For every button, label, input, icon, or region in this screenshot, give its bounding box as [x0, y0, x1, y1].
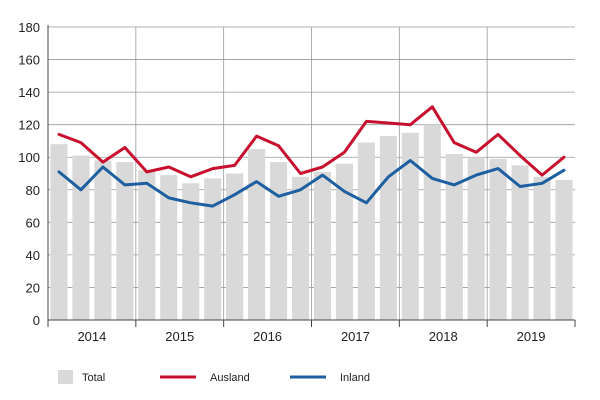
bar-total	[226, 173, 244, 320]
y-tick-label: 120	[18, 118, 40, 133]
x-tick-label: 2018	[429, 329, 458, 344]
bar-total	[357, 142, 375, 320]
y-tick-label: 180	[18, 20, 40, 35]
y-tick-label: 100	[18, 150, 40, 165]
bar-total	[467, 157, 485, 320]
bar-total	[533, 176, 551, 320]
y-tick-label: 80	[26, 183, 40, 198]
y-tick-labels: 0 20 40 60 80 100 120 140 160 180	[18, 20, 40, 328]
total-bars	[50, 124, 573, 321]
legend-label-inland: Inland	[340, 372, 370, 384]
bar-total	[291, 176, 310, 320]
y-tick-label: 20	[26, 280, 40, 295]
bar-total	[138, 170, 156, 320]
bar-total	[511, 165, 529, 320]
y-tick-label: 0	[33, 313, 40, 328]
bar-total	[182, 183, 200, 320]
bar-total	[116, 162, 134, 320]
bar-total	[379, 136, 397, 320]
legend: Total Ausland Inland	[58, 370, 370, 384]
series-lines	[57, 105, 566, 208]
bar-total	[94, 160, 112, 320]
bar-total	[248, 149, 266, 320]
x-tick-label: 2014	[77, 329, 106, 344]
bar-total	[313, 171, 332, 320]
x-tick-labels: 2014 2015 2016 2017 2018 2019	[77, 329, 545, 344]
legend-label-total: Total	[82, 372, 105, 384]
gridlines	[48, 26, 575, 320]
y-tick-label: 160	[18, 53, 40, 68]
bar-total	[335, 163, 354, 320]
line-inland	[57, 159, 566, 208]
x-tick-label: 2019	[517, 329, 546, 344]
axes	[47, 25, 576, 327]
line-ausland	[57, 105, 566, 179]
x-tick-label: 2016	[253, 329, 282, 344]
bar-total	[72, 155, 90, 320]
x-tick-label: 2017	[341, 329, 370, 344]
bar-total	[50, 144, 68, 320]
legend-label-ausland: Ausland	[210, 372, 250, 384]
x-tick-label: 2015	[165, 329, 194, 344]
bar-total	[423, 124, 441, 321]
bar-total	[160, 175, 178, 320]
bar-total	[445, 153, 463, 320]
legend-swatch-total	[58, 370, 73, 384]
y-tick-label: 140	[18, 85, 40, 100]
bar-total	[489, 158, 507, 320]
bar-total	[555, 180, 573, 320]
bar-total	[269, 162, 288, 320]
y-tick-label: 40	[26, 248, 40, 263]
bar-total	[401, 132, 419, 320]
bar-total	[204, 178, 222, 320]
y-tick-label: 60	[26, 215, 40, 230]
